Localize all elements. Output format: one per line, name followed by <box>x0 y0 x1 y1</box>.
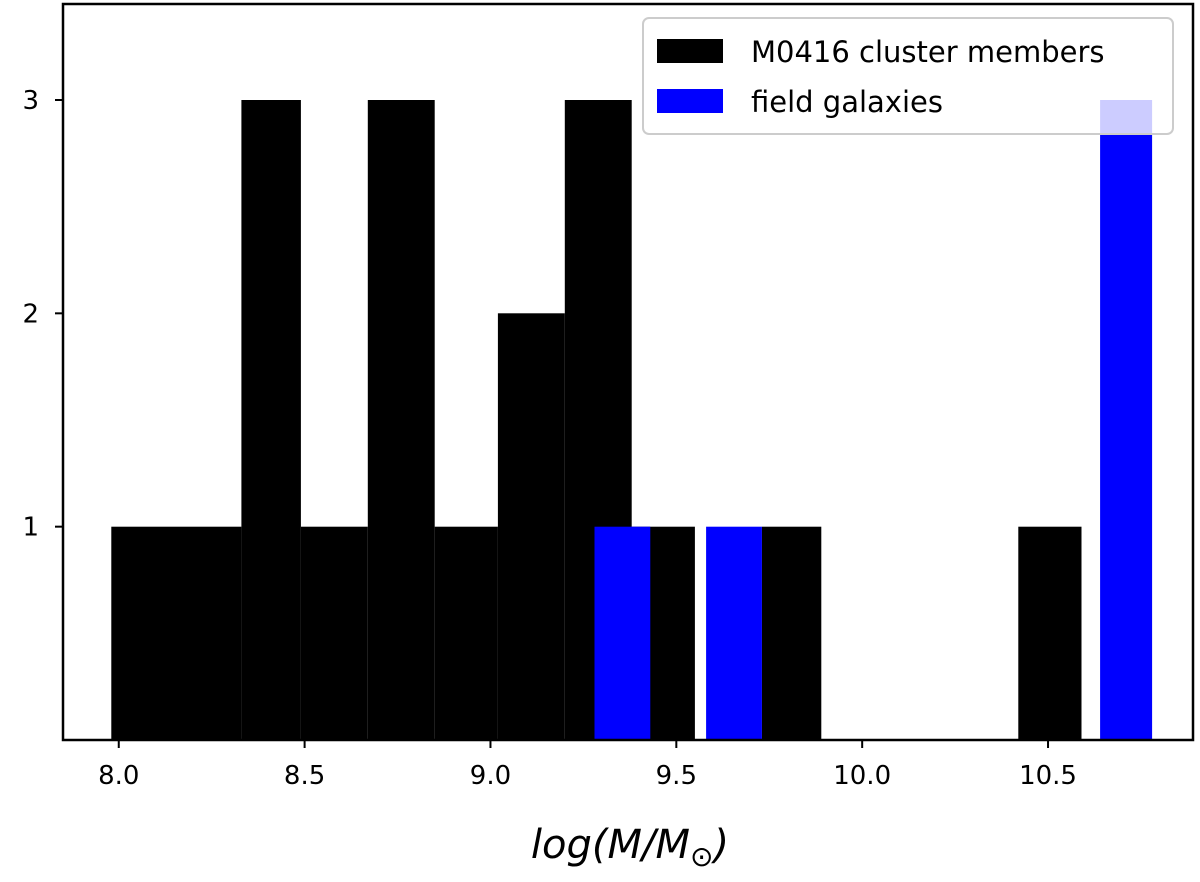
x-tick-label: 8.0 <box>98 761 139 791</box>
y-tick-label: 1 <box>22 513 39 543</box>
bar-cluster-5 <box>497 313 565 740</box>
bar-cluster-3 <box>367 100 435 740</box>
x-axis-label-close: ) <box>710 822 729 868</box>
bars-layer <box>111 100 1153 740</box>
x-tick-label: 10.0 <box>833 761 891 791</box>
bar-cluster-4 <box>434 526 498 740</box>
y-tick-label: 3 <box>22 86 39 116</box>
bar-cluster-2 <box>300 526 368 740</box>
legend-swatch <box>657 39 723 63</box>
legend-label: field galaxies <box>751 85 943 119</box>
axes-frame <box>61 2 1195 742</box>
y-tick-label: 2 <box>22 299 39 329</box>
x-axis-ticks: 8.0 8.5 9.0 9.5 10.0 10.5 <box>98 740 1077 791</box>
bar-cluster-1 <box>241 100 301 740</box>
x-tick-label: 9.0 <box>470 761 511 791</box>
bar-field-1 <box>706 526 762 740</box>
legend: M0416 cluster members field galaxies <box>642 17 1174 135</box>
y-axis-ticks: 1 2 3 <box>22 86 63 543</box>
bar-field-2 <box>1100 100 1153 740</box>
x-tick-label: 8.5 <box>284 761 325 791</box>
bar-cluster-9 <box>1018 526 1082 740</box>
x-tick-label: 10.5 <box>1019 761 1077 791</box>
legend-box <box>642 17 1174 135</box>
x-axis-label: log(M/M⊙) <box>531 822 729 873</box>
legend-label: M0416 cluster members <box>751 35 1105 69</box>
bar-cluster-8 <box>761 526 822 740</box>
x-axis-label-subscript: ⊙ <box>690 840 713 873</box>
x-axis-label-main: log(M/M <box>531 822 690 868</box>
bar-cluster-0 <box>111 526 242 740</box>
bar-field-0 <box>594 526 651 740</box>
x-tick-label: 9.5 <box>656 761 697 791</box>
legend-swatch <box>657 89 723 113</box>
